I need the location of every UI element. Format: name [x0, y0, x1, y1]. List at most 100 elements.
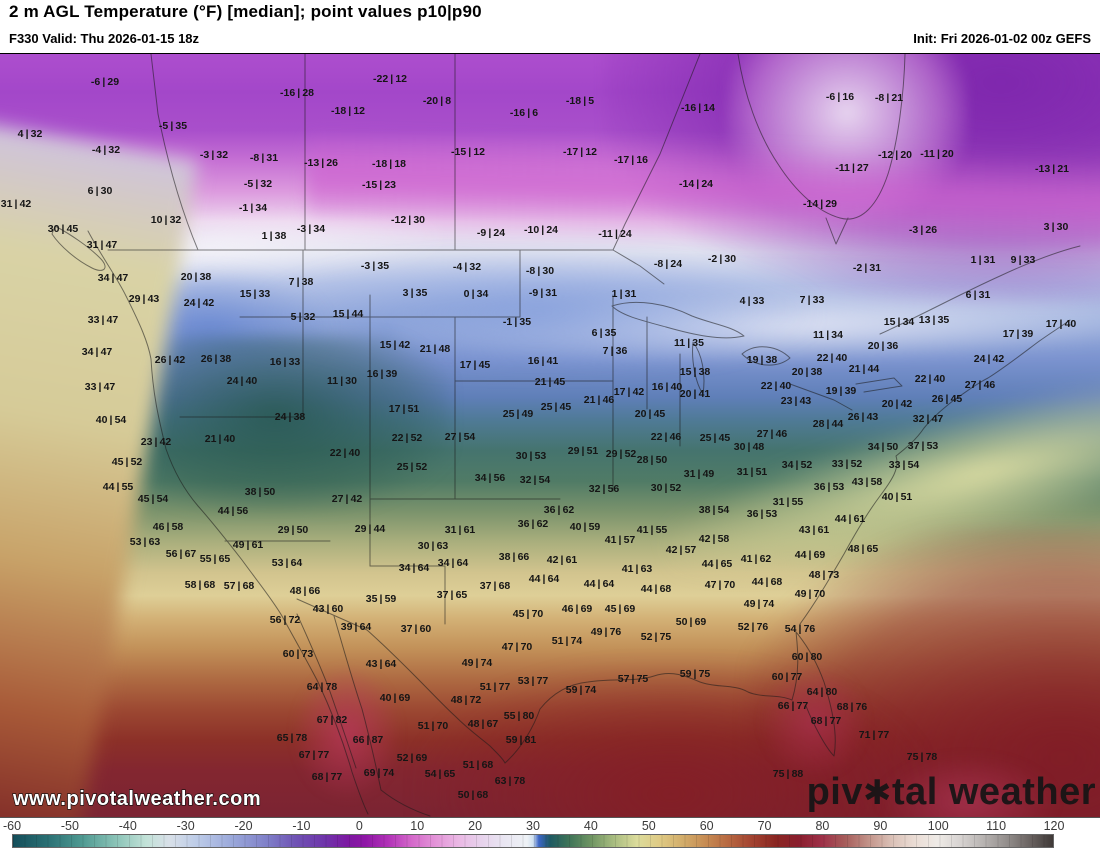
point-value-label: 0 | 34: [463, 288, 489, 300]
point-value-label: 22 | 52: [391, 432, 423, 444]
point-value-label: -20 | 8: [422, 95, 452, 107]
point-value-label: 46 | 69: [561, 603, 593, 615]
colorbar-ticks: -60 -50 -40 -30 -20 -10 0 10 20 30 40 50 60 70 80 90 100…: [3, 819, 1064, 834]
point-value-label: 42 | 58: [698, 533, 730, 545]
point-value-label: -8 | 31: [249, 152, 279, 164]
point-value-label: 45 | 52: [111, 456, 143, 468]
init-time-label: Init: Fri 2026-01-02 00z GEFS: [913, 31, 1091, 46]
point-value-label: 24 | 42: [183, 297, 215, 309]
point-value-label: 31 | 47: [86, 239, 118, 251]
point-value-label: 40 | 51: [881, 491, 913, 503]
point-value-label: 21 | 45: [534, 376, 566, 388]
point-value-label: 34 | 64: [437, 557, 469, 569]
point-value-label: 53 | 63: [129, 536, 161, 548]
colorbar-tick-label: 0: [355, 819, 363, 833]
point-value-label: 30 | 52: [650, 482, 682, 494]
point-value-label: -13 | 21: [1035, 163, 1069, 175]
colorbar-segments: [13, 835, 1053, 847]
point-value-label: 44 | 64: [528, 573, 560, 585]
temp-field-base: [0, 54, 1100, 817]
point-value-label: 75 | 78: [906, 751, 938, 763]
point-value-label: -11 | 20: [920, 148, 954, 160]
colorbar-tick-label: 30: [526, 819, 540, 833]
point-value-label: 53 | 64: [271, 557, 303, 569]
point-value-label: 63 | 78: [494, 775, 526, 787]
point-value-label: 40 | 59: [569, 521, 601, 533]
point-value-label: 51 | 68: [462, 759, 494, 771]
point-value-label: -3 | 34: [296, 223, 326, 235]
point-labels: -6 | 29 -16 | 28 -22 | 12 -20 | 8 -18 | 5 -16…: [0, 54, 1100, 817]
point-value-label: 20 | 42: [881, 398, 913, 410]
point-value-label: 68 | 76: [836, 701, 868, 713]
point-value-label: 25 | 45: [699, 432, 731, 444]
point-value-label: 48 | 72: [450, 694, 482, 706]
point-value-label: 64 | 78: [306, 681, 338, 693]
point-value-label: 27 | 54: [444, 431, 476, 443]
point-value-label: 75 | 88: [772, 768, 804, 780]
point-value-label: 16 | 39: [366, 368, 398, 380]
geography-borders: [51, 54, 1081, 817]
point-value-label: -14 | 24: [679, 178, 713, 190]
point-value-label: 5 | 32: [290, 311, 316, 323]
point-value-label: 24 | 42: [973, 353, 1005, 365]
point-value-label: 60 | 73: [282, 648, 314, 660]
point-value-label: 28 | 44: [812, 418, 844, 430]
temperature-map: -6 | 29 -16 | 28 -22 | 12 -20 | 8 -18 | 5 -16…: [0, 53, 1100, 818]
point-value-label: 52 | 75: [640, 631, 672, 643]
point-value-label: 34 | 64: [398, 562, 430, 574]
point-value-label: 29 | 43: [128, 293, 160, 305]
point-value-label: -8 | 24: [653, 258, 683, 270]
point-value-label: 27 | 46: [964, 379, 996, 391]
point-value-label: 57 | 75: [617, 673, 649, 685]
gear-icon: ✱: [862, 774, 892, 812]
point-value-label: 32 | 47: [912, 413, 944, 425]
point-value-label: 22 | 40: [816, 352, 848, 364]
point-value-label: 43 | 58: [851, 476, 883, 488]
watermark-url: www.pivotalweather.com: [12, 787, 262, 810]
point-value-label: 29 | 44: [354, 523, 386, 535]
point-value-label: 11 | 34: [813, 329, 843, 341]
point-value-label: 33 | 52: [831, 458, 863, 470]
point-value-label: 19 | 39: [825, 385, 857, 397]
point-value-label: 19 | 38: [746, 354, 778, 366]
colorbar-tick-label: 10: [410, 819, 425, 833]
point-value-label: 20 | 41: [679, 388, 711, 400]
point-value-label: 25 | 52: [396, 461, 428, 473]
point-value-label: 30 | 63: [417, 540, 449, 552]
point-value-label: 52 | 76: [737, 621, 769, 633]
point-value-label: 41 | 62: [740, 553, 772, 565]
point-value-label: 67 | 82: [316, 714, 348, 726]
point-value-label: 57 | 68: [223, 580, 255, 592]
temp-field-florida-hot: [759, 664, 869, 779]
point-value-label: 6 | 35: [591, 327, 617, 339]
point-value-label: 40 | 54: [95, 414, 127, 426]
point-value-label: 34 | 47: [81, 346, 113, 358]
point-value-label: 66 | 77: [777, 700, 809, 712]
point-value-label: 65 | 78: [276, 732, 308, 744]
point-value-label: -16 | 28: [280, 87, 314, 99]
point-value-label: -2 | 31: [852, 262, 882, 274]
temp-field-cold-northwest: [88, 267, 330, 390]
point-value-label: 22 | 40: [329, 447, 361, 459]
map-title: 2 m AGL Temperature (°F) [median]; point…: [9, 2, 482, 21]
point-value-label: 20 | 45: [634, 408, 666, 420]
point-value-label: 27 | 46: [756, 428, 788, 440]
point-value-label: 58 | 68: [184, 579, 216, 591]
point-value-label: 17 | 51: [388, 403, 420, 415]
colorbar-tick-label: 40: [583, 819, 598, 833]
point-value-label: 21 | 40: [204, 433, 236, 445]
point-value-label: 10 | 32: [150, 214, 182, 226]
point-value-label: 38 | 50: [244, 486, 276, 498]
point-value-label: 11 | 30: [327, 375, 357, 387]
point-value-label: -18 | 18: [372, 158, 406, 170]
temp-field-freezing-band-west: [0, 202, 442, 295]
point-value-label: -4 | 32: [91, 144, 121, 156]
point-value-label: 50 | 69: [675, 616, 707, 628]
point-value-label: -13 | 26: [304, 157, 338, 169]
point-value-label: -4 | 32: [452, 261, 482, 273]
point-value-label: 44 | 68: [640, 583, 672, 595]
point-value-label: 37 | 53: [907, 440, 939, 452]
colorbar-tick-label: 60: [699, 819, 714, 833]
point-value-label: 26 | 45: [931, 393, 963, 405]
temp-field-gulf-of-california-hot: [291, 664, 402, 802]
